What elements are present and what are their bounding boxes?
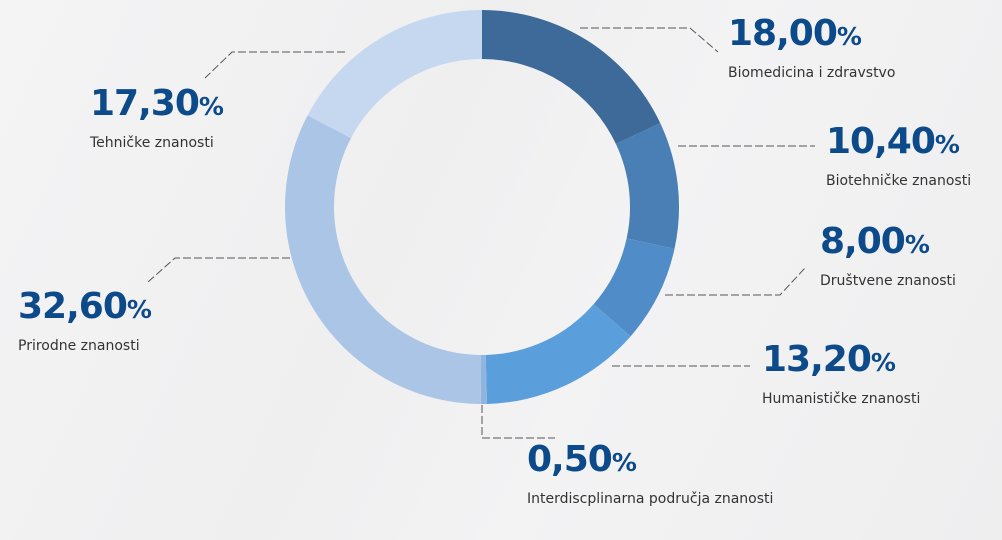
data-label: 18,00% Biomedicina i zdravstvo bbox=[728, 14, 1002, 85]
leader-line bbox=[204, 51, 345, 79]
unit-label: % bbox=[836, 22, 862, 51]
value-line: 0,50% bbox=[527, 440, 777, 483]
leader-line bbox=[481, 405, 555, 439]
value-line: 18,00% bbox=[728, 14, 1002, 57]
data-label: 17,30% Tehničke znanosti bbox=[90, 84, 340, 155]
unit-label: % bbox=[904, 230, 930, 259]
leader-lines bbox=[147, 27, 815, 439]
value-label: 0,50 bbox=[527, 439, 613, 480]
donut-segment bbox=[593, 238, 675, 337]
data-label: 32,60% Prirodne znanosti bbox=[18, 287, 268, 358]
donut-segment bbox=[307, 10, 482, 139]
value-line: 17,30% bbox=[90, 84, 340, 127]
data-label: 10,40% Biotehničke znanosti bbox=[826, 122, 1002, 193]
value-line: 8,00% bbox=[820, 222, 1002, 265]
category-label: Tehničke znanosti bbox=[90, 135, 214, 151]
value-line: 13,20% bbox=[762, 340, 1002, 383]
donut-segment bbox=[480, 354, 487, 404]
category-label: Biomedicina i zdravstvo bbox=[728, 65, 896, 81]
category-label: Društvene znanosti bbox=[820, 273, 956, 289]
data-label: 0,50% Interdiscplinarna područja znanosti bbox=[527, 440, 777, 511]
donut-segment bbox=[285, 115, 482, 404]
category-label: Biotehničke znanosti bbox=[826, 173, 972, 189]
value-line: 10,40% bbox=[826, 122, 1002, 165]
value-label: 18,00 bbox=[728, 13, 838, 54]
donut-segment bbox=[482, 10, 661, 144]
value-label: 10,40 bbox=[826, 121, 936, 162]
data-label: 13,20% Humanističke znanosti bbox=[762, 340, 1002, 411]
value-label: 32,60 bbox=[18, 286, 128, 327]
leader-line bbox=[580, 27, 719, 53]
value-label: 13,20 bbox=[762, 339, 872, 380]
leader-line bbox=[147, 257, 290, 283]
leader-line bbox=[665, 267, 806, 296]
unit-label: % bbox=[198, 92, 224, 121]
unit-label: % bbox=[870, 348, 896, 377]
value-label: 8,00 bbox=[820, 221, 906, 262]
category-label: Interdiscplinarna područja znanosti bbox=[527, 491, 774, 507]
unit-label: % bbox=[934, 130, 960, 159]
unit-label: % bbox=[611, 448, 637, 477]
value-line: 32,60% bbox=[18, 287, 268, 330]
value-label: 17,30 bbox=[90, 83, 200, 124]
donut-segment bbox=[615, 123, 680, 249]
unit-label: % bbox=[126, 295, 152, 324]
donut-segment bbox=[485, 304, 631, 404]
data-label: 8,00% Društvene znanosti bbox=[820, 222, 1002, 293]
category-label: Prirodne znanosti bbox=[18, 338, 140, 354]
category-label: Humanističke znanosti bbox=[762, 391, 921, 407]
